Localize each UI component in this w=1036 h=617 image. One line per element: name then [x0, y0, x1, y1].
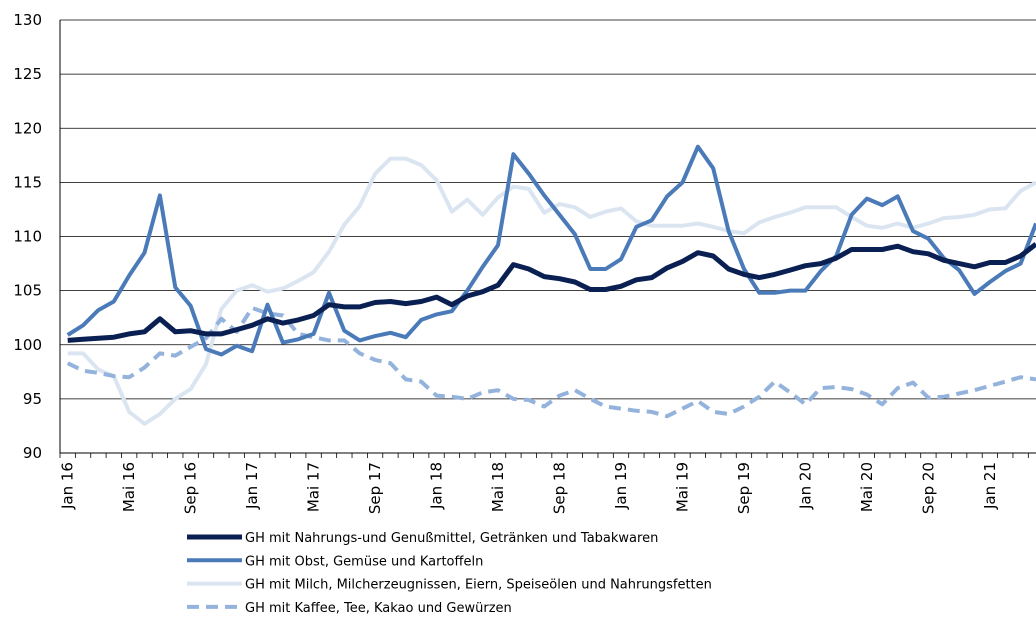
legend-label: GH mit Milch, Milcherzeugnissen, Eiern, … — [245, 578, 712, 593]
x-tick-label: Mai 19 — [673, 462, 691, 512]
x-tick-label: Sep 20 — [919, 462, 937, 514]
y-tick-label: 130 — [13, 11, 42, 29]
x-tick-label: Mai 20 — [858, 462, 876, 512]
x-tick-label: Sep 17 — [366, 462, 384, 514]
series-line — [66, 144, 1036, 357]
x-tick-label: Mai 17 — [305, 462, 323, 512]
y-tick-label: 95 — [23, 390, 42, 408]
legend-label: GH mit Nahrungs-und Genußmittel, Getränk… — [245, 531, 658, 546]
x-tick-label: Sep 19 — [735, 462, 753, 514]
y-tick-label: 100 — [13, 336, 42, 354]
y-tick-label: 120 — [13, 119, 42, 137]
x-tick-label: Mai 16 — [120, 462, 138, 512]
x-tick-label: Jan 21 — [981, 462, 999, 510]
series-line — [67, 242, 1036, 343]
x-tick-label: Jan 20 — [796, 462, 814, 510]
x-tick-label: Sep 16 — [182, 462, 200, 514]
x-tick-label: Mai 18 — [489, 462, 507, 512]
x-tick-label: Jan 17 — [243, 462, 261, 510]
series-line — [67, 156, 1036, 426]
y-tick-label: 105 — [13, 282, 42, 300]
y-tick-label: 125 — [13, 65, 42, 83]
x-tick-label: Jan 19 — [612, 462, 630, 510]
x-tick-label: Jan 16 — [59, 462, 77, 510]
legend-label: GH mit Kaffee, Tee, Kakao und Gewürzen — [245, 601, 512, 616]
legend: GH mit Nahrungs-und Genußmittel, Getränk… — [187, 531, 712, 616]
x-tick-label: Jan 18 — [428, 462, 446, 510]
y-tick-label: 110 — [13, 228, 42, 246]
x-tick-label: Sep 18 — [551, 462, 569, 514]
y-tick-label: 90 — [23, 444, 42, 462]
legend-label: GH mit Obst, Gemüse und Kartoffeln — [245, 554, 483, 569]
y-tick-label: 115 — [13, 173, 42, 191]
series-line — [66, 305, 1036, 419]
